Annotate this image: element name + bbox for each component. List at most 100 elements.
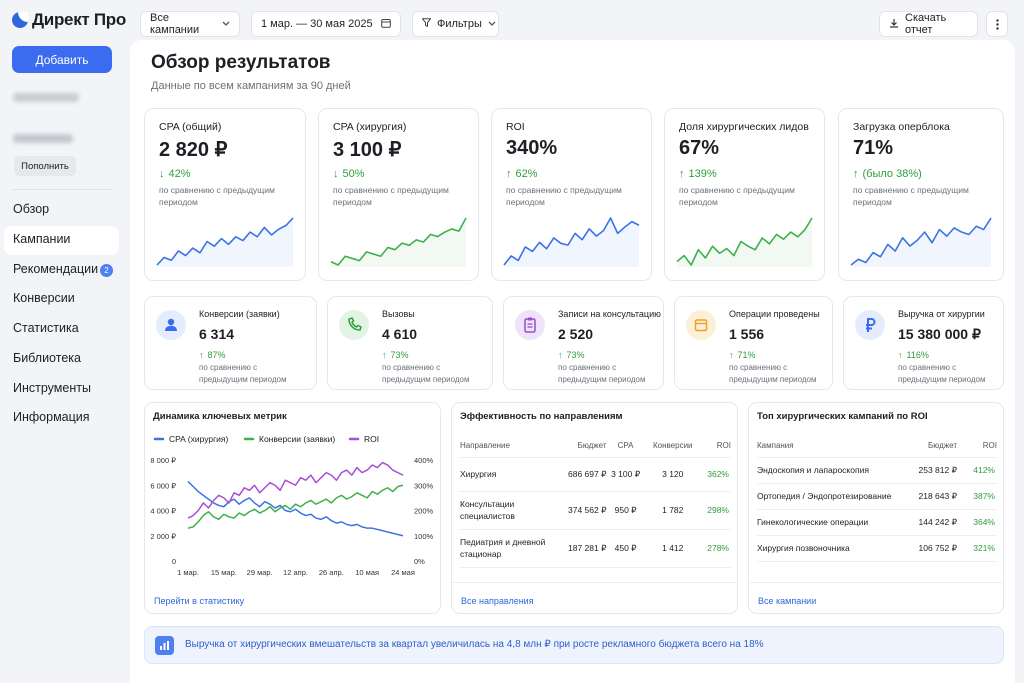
nav-item[interactable]: Инструменты	[13, 381, 91, 395]
icon-glyph	[165, 318, 177, 331]
nav-item[interactable]: Рекомендации	[13, 262, 99, 276]
table-cell: Педиатрия и дневной стационар	[460, 537, 546, 559]
table-cell: 374 562 ₽	[568, 505, 607, 515]
table-cell: 187 281 ₽	[568, 543, 607, 553]
stat-card: Выручка от хирургии 15 380 000 ₽ ↑ 116% по с…	[843, 296, 1004, 390]
page-subtitle: Данные по всем кампаниям за 90 дней	[151, 80, 351, 92]
logo-dot	[18, 12, 28, 22]
arrow-icon: ↑	[729, 350, 734, 360]
kpi-change: ↓ 42%	[159, 168, 191, 180]
arrow-icon: ↓	[333, 168, 339, 180]
kpi-note: по сравнению с предыдущим периодом	[853, 185, 969, 207]
table-row: Гинекологические операции 144 242 ₽ 364%	[757, 509, 997, 535]
date-range[interactable]: 1 мар. — 30 мая 2025	[251, 11, 401, 37]
logo-icon	[12, 12, 28, 28]
campaign-filter-text: Все кампании	[150, 12, 200, 36]
table-row: Хирургия позвоночника 106 752 ₽ 321%	[757, 535, 997, 561]
kpi-card: CPA (хирургия) 3 100 ₽ ↓ 50% по сравнению с …	[318, 108, 479, 281]
stat-icon	[339, 310, 369, 340]
stat-value: 2 520	[558, 326, 594, 342]
kpi-change-value: 62%	[515, 168, 538, 180]
stat-change-value: 73%	[566, 350, 585, 360]
table-row: Хирургия 686 697 ₽ 3 100 ₽ 3 120 362%	[460, 457, 731, 491]
nav-item[interactable]: Обзор	[13, 202, 50, 216]
data-table: Кампания Бюджет ROI Эндоскопия и лапароскоп…	[757, 435, 997, 562]
stat-change-value: 87%	[207, 350, 226, 360]
icon-glyph	[524, 317, 536, 333]
kpi-value: 2 820 ₽	[159, 139, 228, 161]
download-button[interactable]: Скачать отчет	[879, 11, 978, 37]
filters-text: Фильтры	[437, 18, 482, 30]
stat-note: по сравнению с предыдущим периодом	[382, 363, 470, 384]
kpi-card: Доля хирургических лидов 67% ↑ 139% по сравн…	[664, 108, 825, 281]
nav-badge: 2	[100, 264, 113, 277]
topup-button[interactable]: Пополнить	[14, 156, 76, 176]
stat-card: Вызовы 4 610 ↑ 73% по сравнению с предыдущим…	[327, 296, 493, 390]
kpi-change-value: 42%	[168, 168, 191, 180]
table-cell: 321%	[973, 543, 995, 553]
insight-banner: Выручка от хирургических вмешательств за…	[144, 626, 1004, 664]
chevron	[222, 21, 230, 26]
chart-link[interactable]: Перейти в статистику	[154, 596, 245, 606]
chart-title: Динамика ключевых метрик	[153, 411, 287, 422]
nav-item[interactable]: Библиотека	[13, 351, 81, 365]
table-cell: 364%	[973, 517, 995, 527]
stat-icon	[515, 310, 545, 340]
stat-value: 4 610	[382, 326, 418, 342]
stat-label: Вызовы	[382, 309, 415, 319]
stat-change: ↑ 73%	[558, 350, 585, 360]
icon-glyph	[694, 319, 708, 332]
download-icon	[889, 18, 899, 31]
chevron-wrap	[488, 18, 496, 30]
column-header: Бюджет	[577, 441, 607, 451]
table-cell: 450 ₽	[614, 543, 637, 553]
nav-item[interactable]: Кампании	[13, 232, 71, 246]
table-panel: Эффективность по направлениям Направление…	[451, 402, 738, 614]
table-link[interactable]: Все кампании	[758, 596, 817, 606]
table-link[interactable]: Все направления	[461, 596, 534, 606]
stat-change-value: 116%	[906, 350, 929, 360]
kpi-card: CPA (общий) 2 820 ₽ ↓ 42% по сравнению с пре…	[144, 108, 306, 281]
table-cell: 253 812 ₽	[918, 465, 958, 475]
table-cell: Консультации специалистов	[460, 499, 515, 521]
table-cell: Эндоскопия и лапароскопия	[757, 465, 869, 475]
stat-value: 15 380 000 ₽	[898, 326, 981, 342]
arrow-icon: ↑	[853, 168, 859, 180]
table-row: Педиатрия и дневной стационар 187 281 ₽ 45…	[460, 529, 731, 567]
nav-item[interactable]: Информация	[13, 410, 90, 424]
nav-active-bg	[4, 226, 119, 255]
table-cell: 412%	[973, 465, 995, 475]
more-button[interactable]	[986, 11, 1008, 37]
table-title: Эффективность по направлениям	[460, 411, 623, 422]
nav-item[interactable]: Конверсии	[13, 291, 75, 305]
kpi-note: по сравнению с предыдущим периодом	[679, 185, 795, 207]
sidebar-divider	[12, 189, 112, 190]
table-row: Эндоскопия и лапароскопия 253 812 ₽ 412%	[757, 457, 997, 483]
kpi-value: 71%	[853, 137, 894, 159]
nav-item[interactable]: Статистика	[13, 321, 79, 335]
stat-value: 1 556	[729, 326, 765, 342]
table-cell: 3 120	[662, 469, 684, 479]
add-button[interactable]: Добавить	[12, 46, 112, 73]
arrow-icon: ↓	[159, 168, 165, 180]
chart-panel: Динамика ключевых метрик Перейти в статис…	[144, 402, 441, 614]
stat-icon	[156, 310, 186, 340]
kpi-change: ↑ (было 38%)	[853, 168, 922, 180]
table-panel: Топ хирургических кампаний по ROI Кампани…	[748, 402, 1004, 614]
filters-button[interactable]: Фильтры	[412, 11, 499, 37]
kpi-change: ↑ 62%	[506, 168, 538, 180]
stat-label: Операции проведены	[729, 309, 820, 319]
stat-card: Записи на консультацию 2 520 ↑ 73% по сравне…	[503, 296, 664, 390]
stat-card: Конверсии (заявки) 6 314 ↑ 87% по сравнению …	[144, 296, 317, 390]
table-cell: 1 412	[662, 543, 684, 553]
bars-glyph	[160, 641, 169, 650]
icon-glyph	[348, 317, 362, 331]
column-header: ROI	[716, 441, 731, 451]
column-header: ROI	[982, 441, 997, 451]
kpi-change-value: (было 38%)	[862, 168, 922, 180]
download-text: Скачать отчет	[905, 12, 947, 36]
table-cell: 298%	[707, 505, 729, 515]
banner-text: Выручка от хирургических вмешательств за…	[185, 639, 764, 650]
campaign-filter[interactable]: Все кампании	[140, 11, 240, 37]
table-cell: 3 100 ₽	[611, 469, 641, 479]
